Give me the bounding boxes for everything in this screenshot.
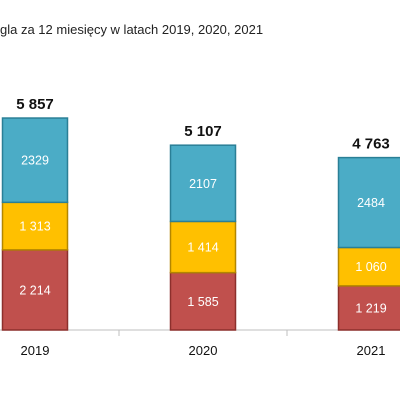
segment-value-label: 1 414 (187, 241, 218, 255)
segment-value-label: 2484 (357, 196, 385, 210)
bar-segment (169, 220, 237, 274)
bar-segment (169, 271, 237, 331)
segment-value-label: 2 214 (19, 283, 50, 297)
segment-value-label: 1 313 (19, 220, 50, 234)
chart-title: gla za 12 miesięcy w latach 2019, 2020, … (0, 22, 263, 37)
segment-value-label: 2107 (189, 177, 217, 191)
segment-value-label: 1 060 (355, 260, 386, 274)
bar-segment (169, 144, 237, 223)
total-value-label: 5 857 (16, 96, 54, 113)
bar-segment (337, 246, 400, 287)
bars-group: 2 214 1 313 2329 5 857 1 585 1 414 2107 5 107 1 … (1, 96, 400, 331)
bar-segment (1, 201, 69, 251)
x-tick-label: 2021 (357, 343, 386, 358)
bar-segment (1, 117, 69, 204)
total-value-label: 5 107 (184, 123, 222, 140)
x-tick-label: 2019 (21, 343, 50, 358)
x-tick-labels: 2019 2020 2021 (21, 330, 386, 358)
bar-segment (1, 249, 69, 331)
bar-segment (337, 156, 400, 249)
segment-value-label: 1 219 (355, 301, 386, 315)
segment-value-label: 2329 (21, 154, 49, 168)
segment-value-label: 1 585 (187, 295, 218, 309)
total-value-label: 4 763 (352, 136, 390, 153)
x-tick-label: 2020 (189, 343, 218, 358)
